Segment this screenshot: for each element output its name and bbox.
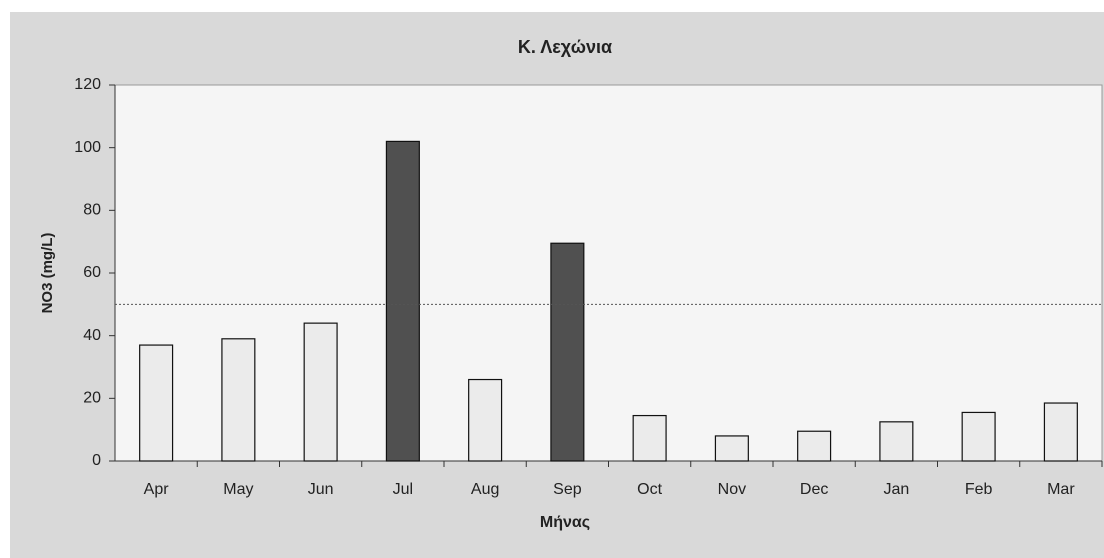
x-tick-label: May xyxy=(223,481,253,498)
x-tick-label: Jun xyxy=(308,481,334,498)
bar xyxy=(879,421,914,462)
x-tick-label: Oct xyxy=(637,481,662,498)
bar xyxy=(632,414,667,462)
y-tick-label: 100 xyxy=(74,139,101,156)
bar xyxy=(468,378,503,462)
bar xyxy=(1043,402,1078,462)
x-tick-label: Nov xyxy=(718,481,746,498)
x-tick-label: Apr xyxy=(144,481,170,498)
bar xyxy=(797,430,832,462)
bar xyxy=(550,242,585,462)
plot-area xyxy=(114,84,1103,462)
bar xyxy=(139,344,174,462)
y-tick-label: 20 xyxy=(83,390,101,407)
x-tick-label: Jan xyxy=(883,481,909,498)
x-tick-label: Dec xyxy=(800,481,828,498)
bar xyxy=(714,435,749,462)
x-tick-label: Jul xyxy=(393,481,413,498)
bar xyxy=(221,338,256,462)
bar xyxy=(303,322,338,462)
y-tick-label: 0 xyxy=(92,452,101,469)
y-axis-label: NO3 (mg/L) xyxy=(39,233,56,314)
x-tick-label: Feb xyxy=(965,481,993,498)
bar xyxy=(385,140,420,462)
y-tick-label: 80 xyxy=(83,202,101,219)
x-tick-label: Mar xyxy=(1047,481,1075,498)
y-tick-label: 60 xyxy=(83,264,101,281)
y-tick-label: 120 xyxy=(74,76,101,93)
y-tick-label: 40 xyxy=(83,327,101,344)
x-axis-label: Μήνας xyxy=(540,514,590,531)
x-tick-label: Sep xyxy=(553,481,582,498)
bar xyxy=(961,411,996,462)
x-tick-label: Aug xyxy=(471,481,499,498)
chart-title: Κ. Λεχώνια xyxy=(518,37,612,57)
